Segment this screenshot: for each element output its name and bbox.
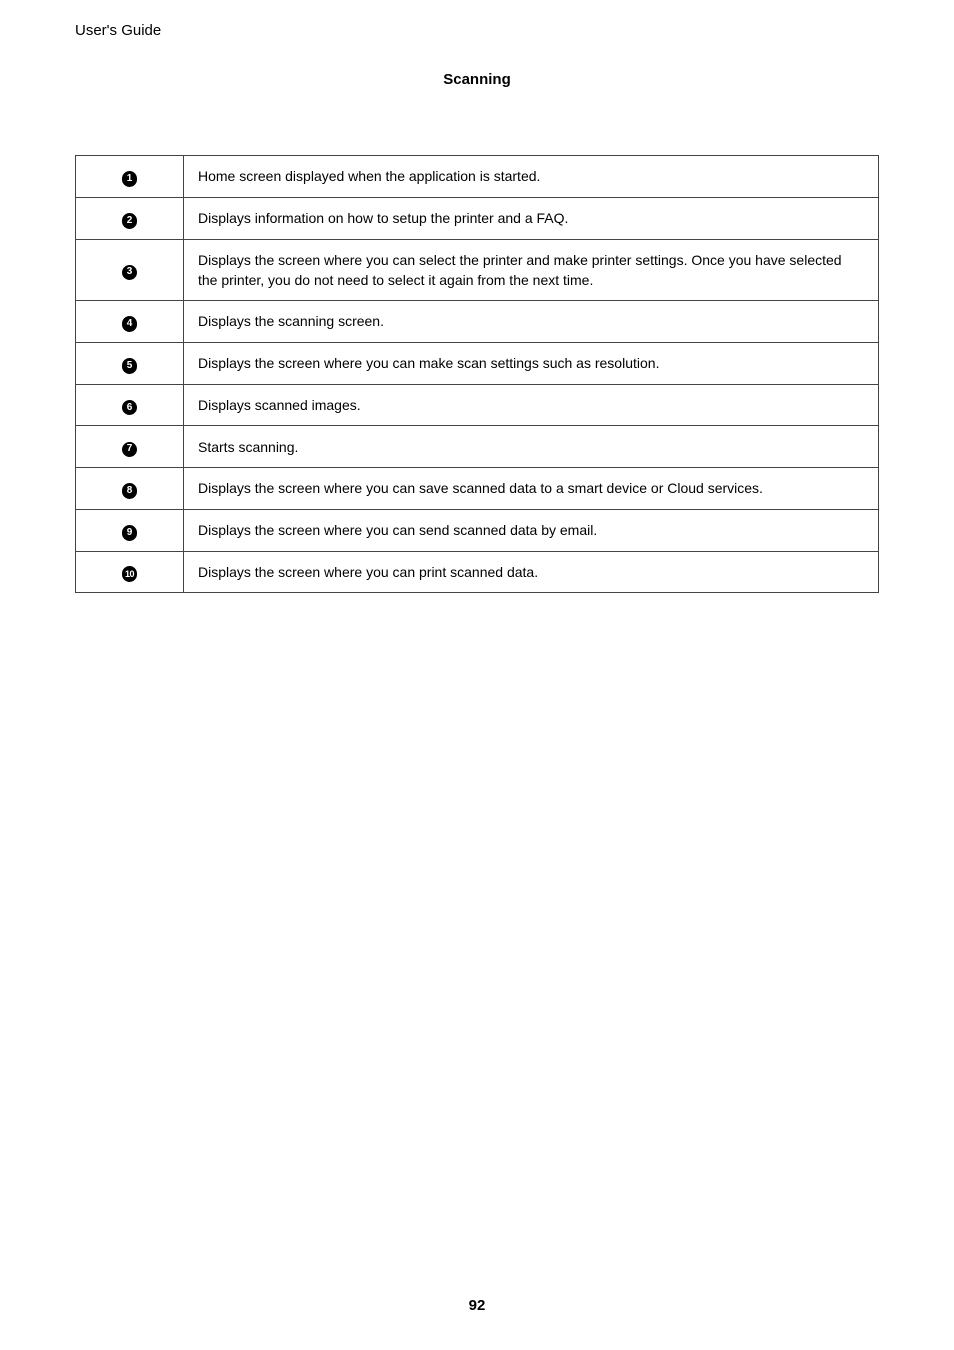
- row-description: Displays information on how to setup the…: [184, 197, 879, 239]
- row-number-cell: 1: [76, 156, 184, 198]
- number-badge-icon: 2: [122, 213, 138, 229]
- row-description: Displays the screen where you can print …: [184, 551, 879, 592]
- row-number-cell: 7: [76, 426, 184, 468]
- row-number-cell: 10: [76, 551, 184, 592]
- number-badge-icon: 4: [122, 316, 138, 332]
- number-badge-icon: 3: [122, 265, 138, 281]
- table-row: 4 Displays the scanning screen.: [76, 301, 879, 343]
- table-row: 1 Home screen displayed when the applica…: [76, 156, 879, 198]
- row-number-cell: 3: [76, 239, 184, 301]
- table-row: 8 Displays the screen where you can save…: [76, 468, 879, 510]
- table-row: 10 Displays the screen where you can pri…: [76, 551, 879, 592]
- table-row: 9 Displays the screen where you can send…: [76, 509, 879, 551]
- number-badge-icon: 6: [122, 400, 138, 416]
- row-number-cell: 4: [76, 301, 184, 343]
- number-badge-icon: 5: [122, 358, 138, 374]
- reference-table: 1 Home screen displayed when the applica…: [75, 155, 879, 593]
- row-description: Home screen displayed when the applicati…: [184, 156, 879, 198]
- row-number-cell: 8: [76, 468, 184, 510]
- number-badge-icon: 8: [122, 483, 138, 499]
- number-badge-icon: 10: [122, 566, 138, 582]
- number-badge-icon: 9: [122, 525, 138, 541]
- row-number-cell: 5: [76, 342, 184, 384]
- row-number-cell: 2: [76, 197, 184, 239]
- row-description: Displays scanned images.: [184, 384, 879, 426]
- row-number-cell: 9: [76, 509, 184, 551]
- row-description: Displays the scanning screen.: [184, 301, 879, 343]
- section-title: Scanning: [0, 71, 954, 88]
- row-description: Displays the screen where you can save s…: [184, 468, 879, 510]
- table-row: 2 Displays information on how to setup t…: [76, 197, 879, 239]
- row-description: Displays the screen where you can send s…: [184, 509, 879, 551]
- header-title: User's Guide: [75, 22, 161, 39]
- page-number: 92: [0, 1297, 954, 1314]
- table-row: 3 Displays the screen where you can sele…: [76, 239, 879, 301]
- row-description: Displays the screen where you can make s…: [184, 342, 879, 384]
- row-description: Displays the screen where you can select…: [184, 239, 879, 301]
- number-badge-icon: 1: [122, 171, 138, 187]
- table-row: 6 Displays scanned images.: [76, 384, 879, 426]
- row-number-cell: 6: [76, 384, 184, 426]
- table-row: 5 Displays the screen where you can make…: [76, 342, 879, 384]
- number-badge-icon: 7: [122, 442, 138, 458]
- row-description: Starts scanning.: [184, 426, 879, 468]
- table-row: 7 Starts scanning.: [76, 426, 879, 468]
